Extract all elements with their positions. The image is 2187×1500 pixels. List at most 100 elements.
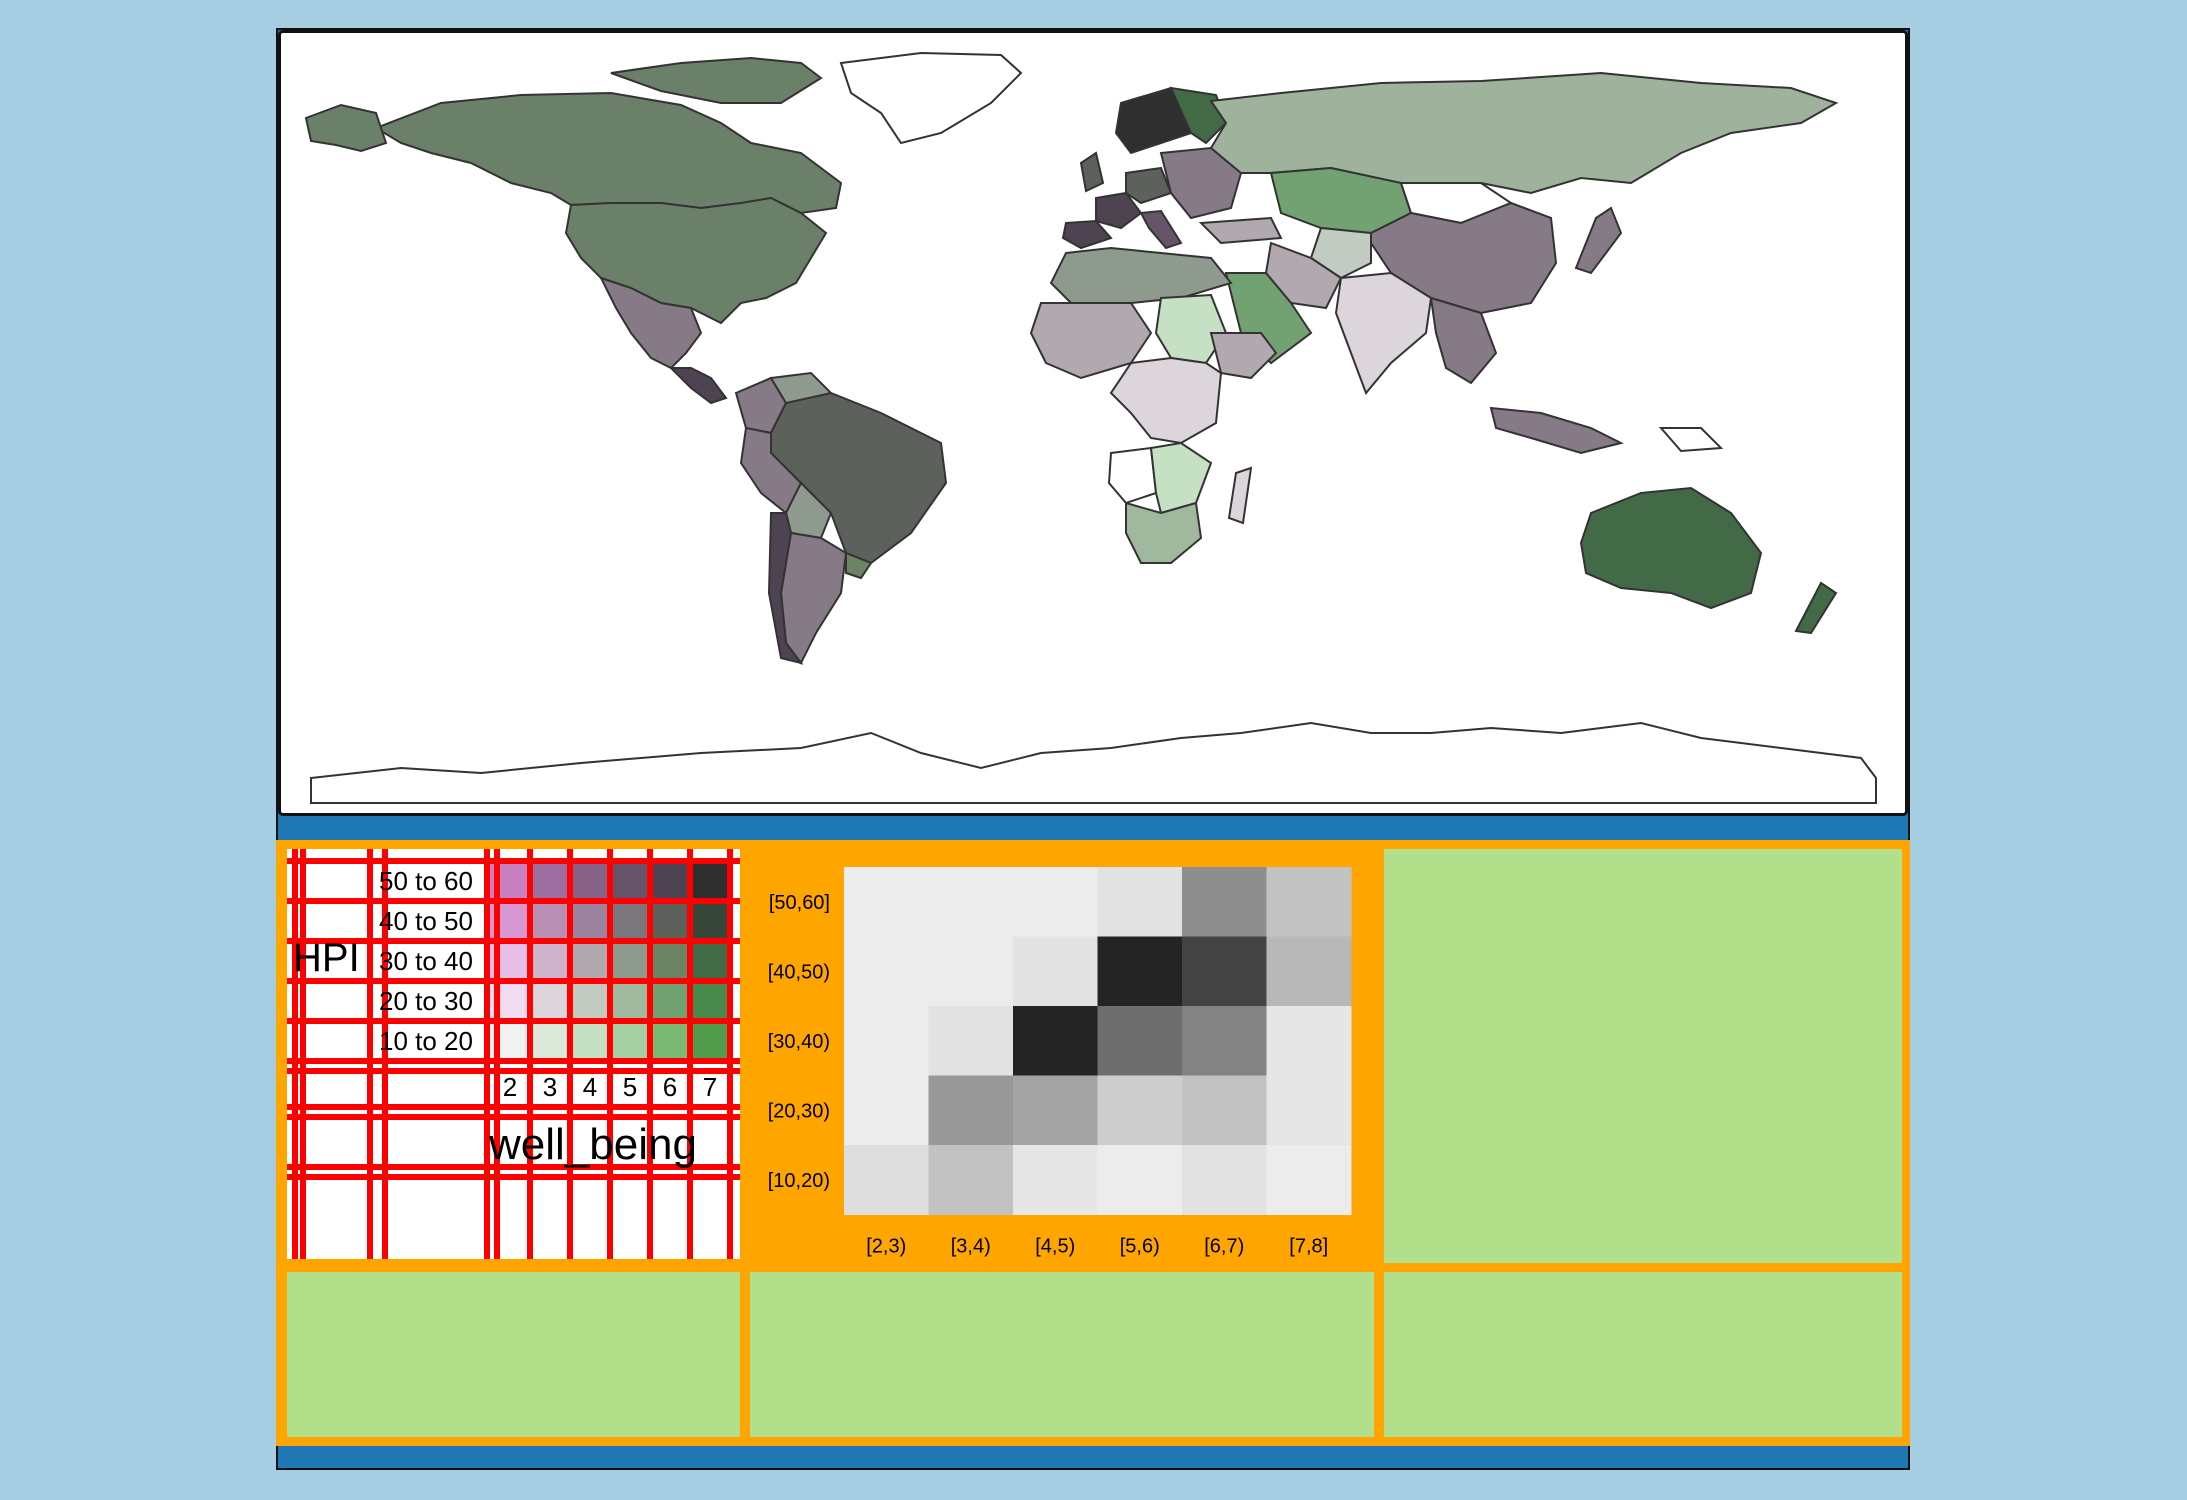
- heatmap-cell: [844, 1145, 929, 1215]
- legend-gridline: [367, 849, 373, 1259]
- legend-gridline: [287, 938, 740, 944]
- bivariate-legend: HPI 50 to 60 40 to 50 30 to 40 20 to 30 …: [287, 849, 740, 1259]
- country-australia[interactable]: [1579, 486, 1763, 610]
- heatmap-x-tick-label: [7,8]: [1289, 1236, 1328, 1258]
- country-central-asia[interactable]: [1309, 226, 1372, 280]
- country-north-africa[interactable]: [1049, 246, 1233, 304]
- heatmap-cell: [1097, 936, 1183, 1007]
- country-new-zealand[interactable]: [1794, 581, 1838, 635]
- legend-gridline: [727, 849, 733, 1259]
- legend-row-label: 30 to 40: [379, 946, 473, 976]
- legend-gridline: [292, 849, 298, 1259]
- heatmap-cell: [844, 1006, 929, 1076]
- grid-cell-bottom-right: [1384, 1272, 1902, 1437]
- legend-color-cell: [570, 861, 610, 901]
- heatmap-cell: [1013, 936, 1098, 1007]
- country-italy[interactable]: [1139, 209, 1183, 250]
- country-argentina[interactable]: [779, 531, 848, 665]
- heatmap-cell: [1097, 1006, 1183, 1076]
- legend-col-label: 3: [543, 1072, 557, 1102]
- country-france[interactable]: [1095, 191, 1143, 230]
- legend-color-cell: [650, 941, 690, 981]
- heatmap-cell: [1097, 1075, 1183, 1146]
- legend-color-cell: [690, 861, 730, 901]
- heatmap-cell: [1097, 867, 1183, 937]
- country-southern-africa[interactable]: [1149, 441, 1213, 515]
- legend-gridline: [567, 849, 573, 1259]
- heatmap-cell: [928, 936, 1014, 1007]
- country-angola[interactable]: [1107, 446, 1158, 505]
- heatmap-cell: [844, 1075, 929, 1146]
- country-southeast-asia[interactable]: [1429, 296, 1498, 385]
- country-chile[interactable]: [767, 512, 804, 665]
- country-mexico[interactable]: [599, 276, 703, 370]
- grid-cell-top-right: [1384, 849, 1902, 1263]
- heatmap-cell: [1013, 1075, 1098, 1146]
- country-spain[interactable]: [1061, 219, 1113, 250]
- heatmap-x-tick-label: [5,6): [1120, 1236, 1160, 1258]
- country-russia[interactable]: [1209, 71, 1839, 195]
- legend-color-cell: [570, 901, 610, 941]
- legend-gridlines: [287, 849, 740, 1259]
- country-alaska[interactable]: [304, 103, 388, 153]
- legend-gridline: [300, 849, 306, 1259]
- legend-gridline: [287, 1164, 740, 1170]
- legend-col-label: 5: [623, 1072, 637, 1102]
- country-madagascar[interactable]: [1227, 466, 1253, 525]
- heatmap-cell: [1013, 1006, 1098, 1076]
- country-central-africa[interactable]: [1109, 356, 1223, 445]
- heatmap-x-tick-label: [6,7): [1204, 1236, 1244, 1258]
- country-indonesia[interactable]: [1489, 406, 1624, 455]
- country-ethiopia[interactable]: [1209, 332, 1278, 380]
- heatmap-y-tick-label: [40,50): [768, 961, 830, 983]
- heatmap-cell: [1182, 1075, 1267, 1146]
- country-germany[interactable]: [1125, 166, 1173, 205]
- country-usa[interactable]: [564, 196, 828, 325]
- bivariate-legend-panel: HPI 50 to 60 40 to 50 30 to 40 20 to 30 …: [287, 849, 740, 1259]
- heatmap-y-tick-label: [10,20): [768, 1170, 830, 1192]
- heatmap-cell: [1266, 1145, 1352, 1215]
- central-america[interactable]: [668, 367, 728, 405]
- legend-color-cell: [610, 941, 650, 981]
- heatmap-cell: [1182, 936, 1267, 1007]
- country-turkey[interactable]: [1198, 216, 1283, 245]
- country-japan[interactable]: [1574, 206, 1623, 275]
- world-map-panel[interactable]: [278, 30, 1908, 816]
- heatmap-x-tick-label: [4,5): [1035, 1236, 1075, 1258]
- legend-color-cell: [650, 1021, 690, 1061]
- country-south-africa[interactable]: [1125, 501, 1203, 564]
- heatmap-cell: [1097, 1145, 1183, 1215]
- heatmap-cell: [928, 1075, 1014, 1146]
- country-uk[interactable]: [1079, 151, 1105, 193]
- legend-color-cell: [690, 1021, 730, 1061]
- country-papua[interactable]: [1658, 427, 1724, 453]
- country-greenland[interactable]: [839, 51, 1023, 145]
- heatmap-cell: [1266, 1075, 1352, 1146]
- heatmap-cell: [1266, 867, 1352, 937]
- heatmap-cell: [1013, 1145, 1098, 1215]
- legend-gridline: [287, 1174, 740, 1180]
- country-west-africa[interactable]: [1029, 302, 1153, 380]
- legend-row-label: 40 to 50: [379, 906, 473, 936]
- heatmap-chart: [50,60] [40,50) [30,40) [20,30) [10,20) [2,3…: [768, 867, 1352, 1258]
- heatmap-x-tick-label: [2,3): [866, 1236, 906, 1258]
- legend-col-label: 7: [703, 1072, 717, 1102]
- antarctica[interactable]: [310, 721, 1877, 804]
- heatmap-cell: [928, 1145, 1014, 1215]
- heatmap-x-tick-label: [3,4): [951, 1236, 991, 1258]
- legend-color-cell: [690, 941, 730, 981]
- legend-color-cell: [690, 901, 730, 941]
- legend-gridline: [494, 849, 500, 1259]
- legend-gridline: [382, 849, 388, 1259]
- legend-gridline: [607, 849, 613, 1259]
- legend-gridline: [484, 849, 490, 1259]
- country-uruguay[interactable]: [845, 551, 873, 580]
- country-canada[interactable]: [373, 91, 843, 215]
- legend-color-cell: [650, 901, 690, 941]
- heatmap-cell: [844, 936, 929, 1007]
- arctic-islands[interactable]: [610, 56, 823, 104]
- legend-gridline: [287, 1018, 740, 1024]
- legend-row-label: 10 to 20: [379, 1026, 473, 1056]
- country-india[interactable]: [1334, 271, 1433, 395]
- legend-color-cell: [530, 981, 570, 1021]
